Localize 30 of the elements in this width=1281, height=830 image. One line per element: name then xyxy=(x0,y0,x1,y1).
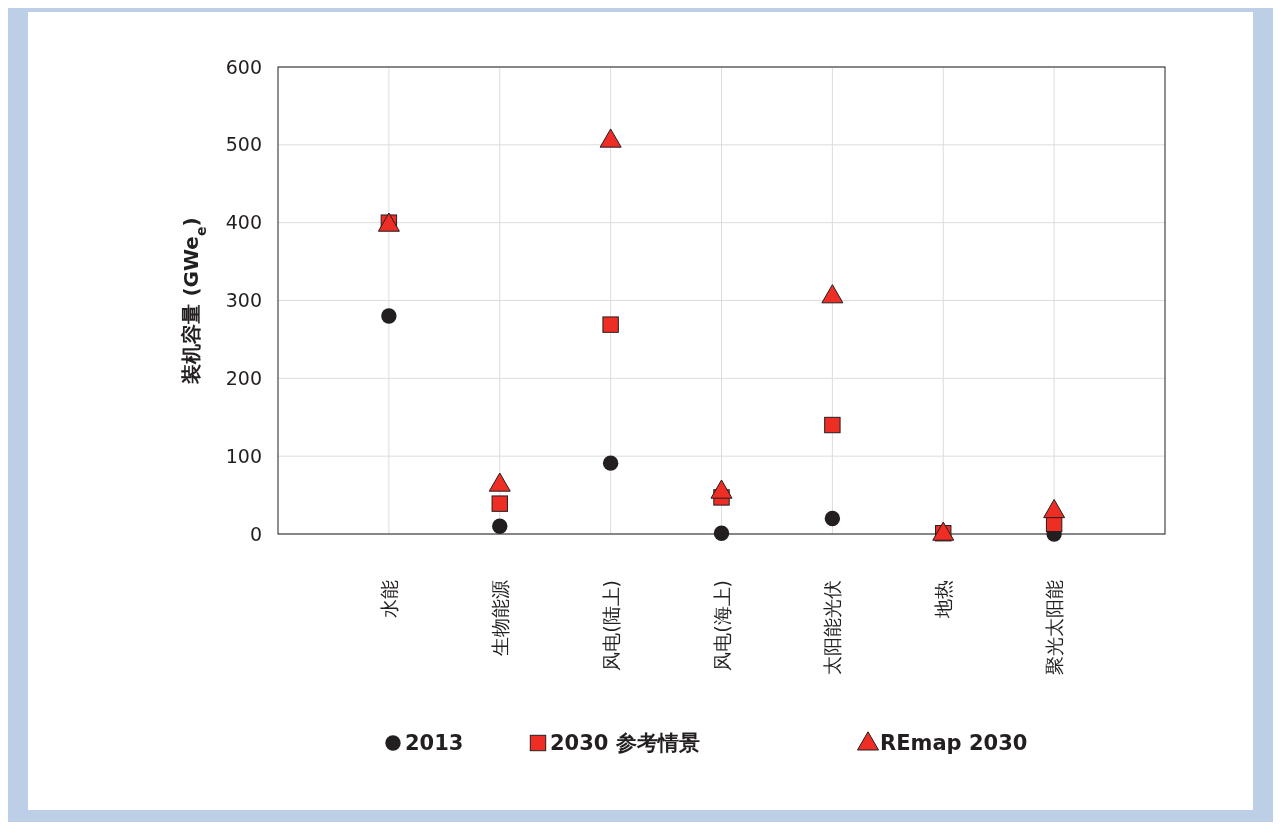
point xyxy=(381,308,397,324)
point xyxy=(599,128,622,148)
point xyxy=(602,455,619,471)
x-tick-label: 风电(陆上) xyxy=(599,580,622,671)
point xyxy=(824,416,841,434)
x-tick-label: 聚光太阳能 xyxy=(1043,580,1066,675)
point xyxy=(491,495,508,512)
y-tick-label: 400 xyxy=(225,211,262,234)
y-tick-label: 600 xyxy=(225,55,262,78)
legend-label: REmap 2030 xyxy=(880,731,1028,755)
legend-label: 2030 参考情景 xyxy=(550,731,700,755)
point xyxy=(710,479,733,499)
point xyxy=(713,525,730,541)
y-tick-label: 200 xyxy=(225,366,262,389)
x-tick-label: 水能 xyxy=(377,580,400,618)
legend-label: 2013 xyxy=(405,731,464,755)
y-tick-label: 500 xyxy=(225,133,262,156)
x-tick-label: 地热 xyxy=(932,580,955,619)
x-tick-label: 生物能源 xyxy=(488,580,511,656)
point xyxy=(488,472,511,492)
point xyxy=(492,518,508,534)
x-tick-label: 风电(海上) xyxy=(710,580,733,671)
y-tick-label: 300 xyxy=(225,289,262,312)
point xyxy=(1043,498,1066,519)
y-tick-label: 0 xyxy=(249,522,262,545)
x-tick-label: 太阳能光伏 xyxy=(821,580,844,675)
point xyxy=(824,510,841,527)
point xyxy=(821,284,844,304)
y-tick-label: 100 xyxy=(225,444,262,467)
point xyxy=(602,316,619,333)
